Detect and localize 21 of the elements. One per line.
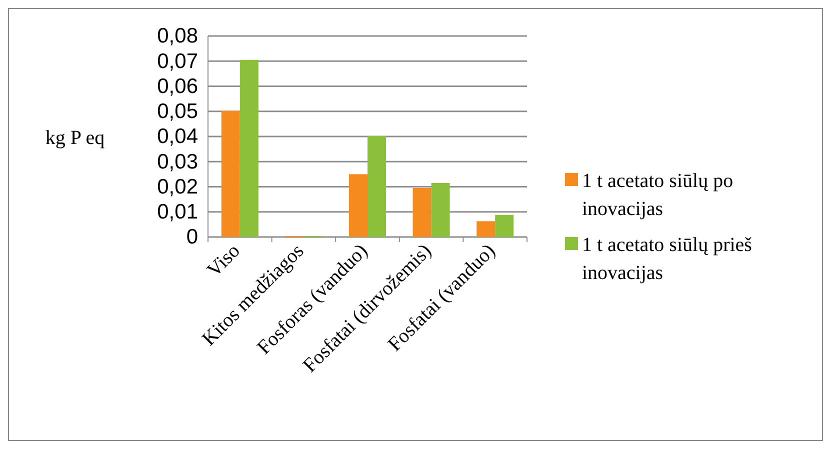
bar <box>431 182 450 237</box>
bar <box>412 188 432 237</box>
y-axis-title: kg P eq <box>45 127 105 149</box>
y-tick-label: 0,02 <box>157 175 198 198</box>
bar <box>349 174 368 237</box>
legend-label: 1 t acetato siūlų po inovacijas <box>582 170 734 220</box>
bar <box>240 60 258 237</box>
y-tick-label: 0,06 <box>157 74 198 98</box>
legend-label: 1 t acetato siūlų prieš inovacijas <box>582 234 752 284</box>
bar <box>368 136 386 237</box>
y-tick-label: 0,03 <box>157 150 198 174</box>
y-tick-label: 0,05 <box>157 100 198 124</box>
x-tick-label: Viso <box>202 240 244 282</box>
bar <box>495 214 514 237</box>
y-tick-label: 0,07 <box>157 50 198 73</box>
y-tick-label: 0,08 <box>157 24 198 48</box>
y-tick-label: 0,04 <box>157 125 198 148</box>
y-tick-label: 0,01 <box>157 200 198 224</box>
bar <box>476 221 496 237</box>
y-tick-label: 0 <box>186 226 198 249</box>
bar <box>221 110 240 237</box>
